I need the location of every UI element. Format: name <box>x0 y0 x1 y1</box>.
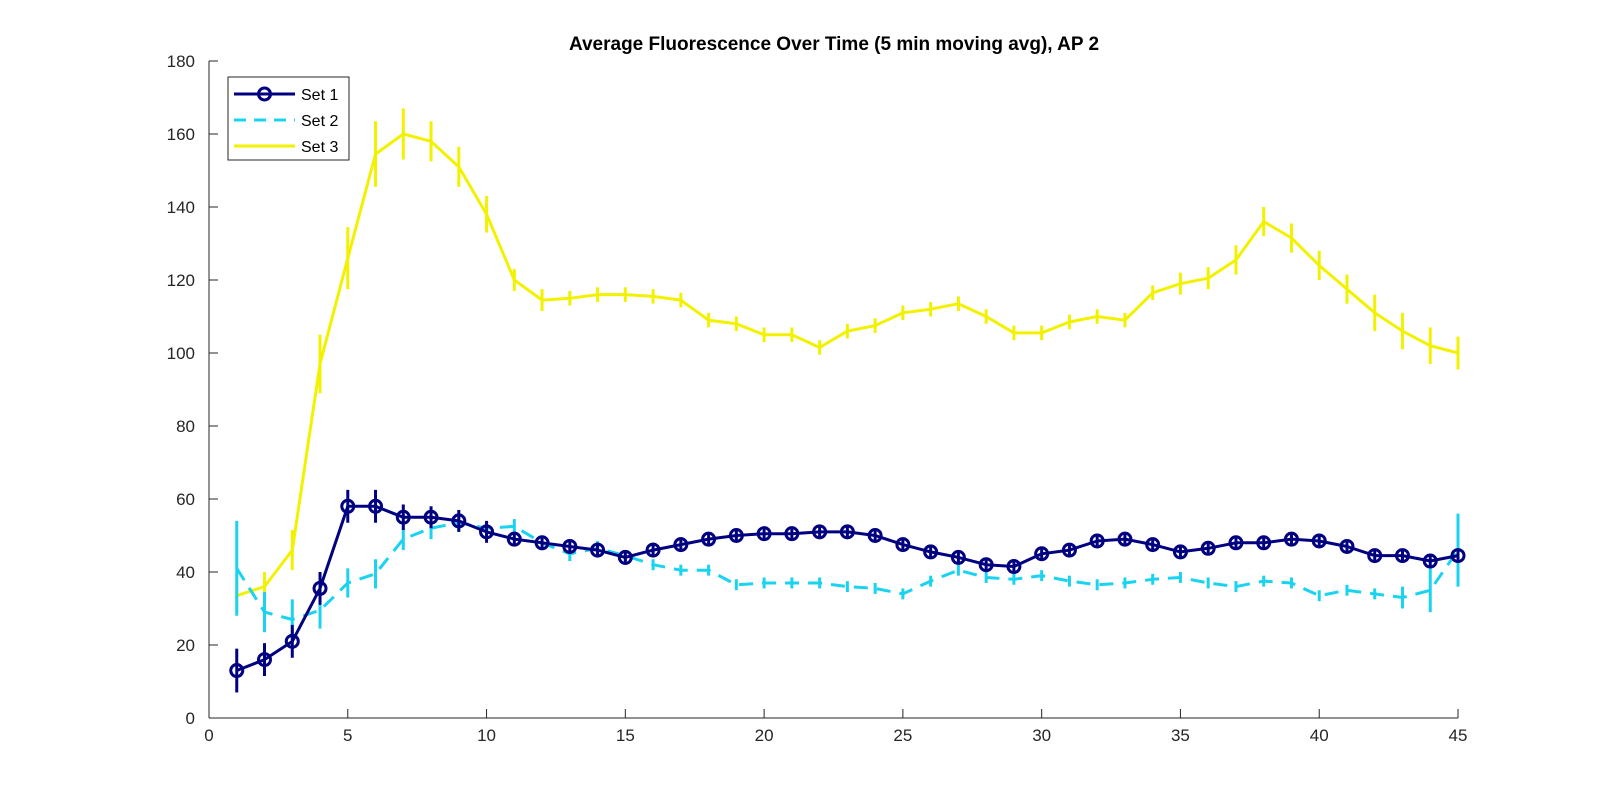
point-set-1 <box>923 544 939 560</box>
series-layer <box>229 108 1466 693</box>
point-set-1 <box>479 524 495 540</box>
y-tick-label: 20 <box>176 636 195 655</box>
x-tick-label: 15 <box>616 726 635 745</box>
point-set-1 <box>784 526 800 542</box>
point-set-1 <box>1256 535 1272 551</box>
point-set-1 <box>1117 531 1133 547</box>
chart-title: Average Fluorescence Over Time (5 min mo… <box>569 34 1099 55</box>
point-set-1 <box>701 531 717 547</box>
point-set-1 <box>451 513 467 529</box>
point-set-1 <box>257 652 273 668</box>
line-set-3 <box>236 132 1459 598</box>
point-set-1 <box>312 580 328 596</box>
x-tick-label: 20 <box>755 726 774 745</box>
point-set-1 <box>229 663 245 679</box>
point-set-1 <box>1394 548 1410 564</box>
point-set-1 <box>756 526 772 542</box>
y-tick-label: 0 <box>186 709 195 728</box>
y-tick-label: 140 <box>167 198 195 217</box>
x-tick-label: 0 <box>204 726 213 745</box>
point-set-1 <box>1367 548 1383 564</box>
point-set-1 <box>1145 537 1161 553</box>
point-set-1 <box>1422 553 1438 569</box>
point-set-1 <box>1061 542 1077 558</box>
line-set-2 <box>235 521 1460 621</box>
point-set-1 <box>1339 538 1355 554</box>
point-set-1 <box>284 633 300 649</box>
legend-label-set-2: Set 2 <box>301 113 338 130</box>
point-set-1 <box>395 509 411 525</box>
x-tick-label: 10 <box>477 726 496 745</box>
y-tick-label: 120 <box>167 271 195 290</box>
point-set-1 <box>506 531 522 547</box>
point-set-1 <box>1006 559 1022 575</box>
x-tick-label: 45 <box>1449 726 1468 745</box>
series-set-1 <box>229 489 1466 693</box>
point-set-1 <box>1283 531 1299 547</box>
x-tick-label: 40 <box>1310 726 1329 745</box>
point-set-1 <box>423 509 439 525</box>
point-set-1 <box>534 535 550 551</box>
point-set-1 <box>645 542 661 558</box>
x-tick-label: 25 <box>893 726 912 745</box>
point-set-1 <box>1172 544 1188 560</box>
y-tick-label: 160 <box>167 125 195 144</box>
y-tick-label: 60 <box>176 490 195 509</box>
point-set-1 <box>728 528 744 543</box>
point-set-1 <box>340 498 356 514</box>
point-set-1 <box>590 542 606 558</box>
y-tick-label: 40 <box>176 563 195 582</box>
legend: Set 1 Set 2 Set 3 <box>227 76 350 161</box>
point-set-1 <box>812 524 828 540</box>
legend-label-set-3: Set 3 <box>301 139 338 156</box>
y-tick-label: 180 <box>167 52 195 71</box>
x-tick-label: 30 <box>1032 726 1051 745</box>
axes: 0 5 10 15 20 25 30 35 40 45 0 20 40 60 80 100 120 140 160 1… <box>167 52 1468 745</box>
y-tick-label: 100 <box>167 344 195 363</box>
line-set-1 <box>236 504 1459 672</box>
point-set-1 <box>368 498 384 514</box>
point-set-1 <box>1089 533 1105 549</box>
legend-label-set-1: Set 1 <box>301 87 338 104</box>
point-set-1 <box>1228 535 1244 551</box>
point-set-1 <box>867 528 883 543</box>
y-tick-label: 80 <box>176 417 195 436</box>
point-set-1 <box>950 549 966 565</box>
x-tick-label: 35 <box>1171 726 1190 745</box>
legend-marker-set-1 <box>257 86 272 102</box>
point-set-1 <box>978 557 994 573</box>
point-set-1 <box>617 549 633 565</box>
point-set-1 <box>839 524 855 540</box>
point-set-1 <box>1034 546 1050 562</box>
point-set-1 <box>895 537 911 553</box>
point-set-1 <box>1311 533 1327 549</box>
point-set-1 <box>1450 548 1466 564</box>
x-tick-label: 5 <box>343 726 352 745</box>
point-set-1 <box>1200 540 1216 556</box>
point-set-1 <box>562 538 578 554</box>
point-set-1 <box>673 537 689 553</box>
